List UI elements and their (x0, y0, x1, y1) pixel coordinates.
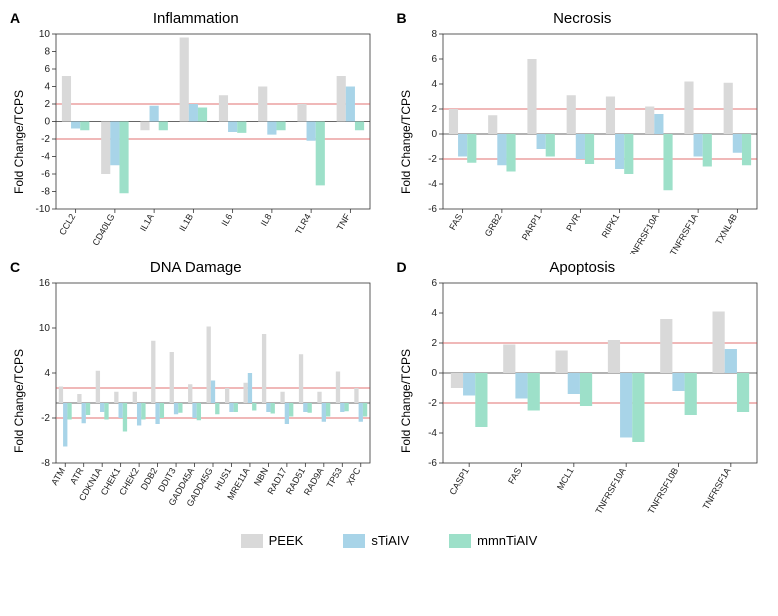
y-axis-label: Fold Change/TCPS (397, 29, 415, 254)
svg-text:6: 6 (431, 54, 437, 65)
svg-text:-4: -4 (428, 428, 437, 439)
svg-text:IL1A: IL1A (138, 212, 156, 233)
svg-text:TLR4: TLR4 (293, 212, 313, 236)
y-axis-label: Fold Change/TCPS (10, 278, 28, 523)
svg-text:16: 16 (39, 278, 51, 289)
svg-text:-4: -4 (41, 152, 50, 163)
svg-text:-6: -6 (41, 169, 50, 180)
legend-item-peek: PEEK (241, 533, 304, 548)
panel-C: C DNA Damage Fold Change/TCPS -8 -2 4 10 16 A… (10, 259, 382, 523)
svg-text:TNFRSF1A: TNFRSF1A (700, 466, 732, 511)
svg-text:2: 2 (431, 104, 437, 115)
svg-text:RIPK1: RIPK1 (599, 212, 621, 240)
svg-text:CD40LG: CD40LG (90, 212, 116, 247)
svg-text:PARP1: PARP1 (519, 212, 542, 242)
svg-text:CCL2: CCL2 (57, 212, 77, 237)
svg-text:-6: -6 (428, 458, 437, 469)
svg-text:FAS: FAS (506, 466, 523, 486)
svg-text:4: 4 (431, 79, 437, 90)
svg-text:MCL1: MCL1 (554, 466, 575, 492)
legend-item-mmn: mmnTiAIV (449, 533, 537, 548)
svg-text:-10: -10 (36, 204, 51, 215)
svg-text:10: 10 (39, 29, 51, 40)
svg-text:6: 6 (44, 64, 50, 75)
chart-svg-C: -8-241016ATMATRCDKN1ACHEK1CHEK2DDB2DDIT3… (28, 278, 378, 523)
svg-text:0: 0 (44, 117, 50, 128)
svg-text:6: 6 (431, 278, 437, 289)
svg-text:10: 10 (39, 323, 51, 334)
legend-label: mmnTiAIV (477, 533, 537, 548)
panel-title: Apoptosis (397, 259, 769, 276)
svg-text:ATR: ATR (68, 466, 86, 486)
svg-text:TP53: TP53 (325, 466, 344, 490)
panel-title: DNA Damage (10, 259, 382, 276)
chart-svg-A: -10 -8 -6 -4 -2 0 2 4 6 8 10 CCL2 CD40LG IL1A IL1B IL6 I… (28, 29, 378, 254)
panel-letter: A (10, 10, 20, 26)
svg-text:-4: -4 (428, 179, 437, 190)
svg-text:-6: -6 (428, 204, 437, 215)
svg-text:8: 8 (431, 29, 437, 40)
svg-text:-8: -8 (41, 458, 50, 469)
swatch-peek (241, 534, 263, 548)
svg-text:4: 4 (431, 308, 437, 319)
svg-text:TXNL4B: TXNL4B (713, 212, 739, 246)
svg-text:XPC: XPC (345, 466, 363, 487)
svg-text:NBN: NBN (252, 466, 270, 487)
legend-label: PEEK (269, 533, 304, 548)
svg-text:ATM: ATM (49, 466, 67, 487)
panel-letter: D (397, 259, 407, 275)
svg-text:GRB2: GRB2 (482, 212, 503, 238)
y-axis-label: Fold Change/TCPS (397, 278, 415, 523)
panel-letter: B (397, 10, 407, 26)
chart-svg-B: -6 -4 -2 0 2 4 6 8 FAS GRB2 PARP1 PVR RIPK1TNFRSF10A… (415, 29, 765, 254)
svg-text:PVR: PVR (564, 212, 582, 233)
svg-text:FAS: FAS (447, 212, 464, 232)
chart-grid: A Inflammation Fold Change/TCPS -10-8-6-… (10, 10, 768, 523)
svg-text:0: 0 (431, 129, 437, 140)
svg-text:8: 8 (44, 47, 50, 58)
svg-text:TNF: TNF (335, 212, 353, 233)
svg-text:TNFRSF10B: TNFRSF10B (645, 466, 679, 516)
legend-item-stiaiv: sTiAIV (343, 533, 409, 548)
swatch-stiaiv (343, 534, 365, 548)
svg-text:2: 2 (431, 338, 437, 349)
svg-text:-2: -2 (428, 154, 437, 165)
svg-text:-2: -2 (428, 398, 437, 409)
legend: PEEK sTiAIV mmnTiAIV (10, 533, 768, 548)
svg-text:-8: -8 (41, 187, 50, 198)
panel-title: Necrosis (397, 10, 769, 27)
legend-label: sTiAIV (371, 533, 409, 548)
svg-text:0: 0 (431, 368, 437, 379)
panel-A: A Inflammation Fold Change/TCPS -10-8-6-… (10, 10, 382, 254)
panel-B: B Necrosis Fold Change/TCPS -6 -4 -2 0 2 4 6 8 F… (397, 10, 769, 254)
svg-text:4: 4 (44, 82, 50, 93)
svg-text:TNFRSF10A: TNFRSF10A (626, 212, 660, 254)
svg-text:-2: -2 (41, 134, 50, 145)
chart-svg-D: -6 -4 -2 0 2 4 6 CASP1 FAS MCL1 TNFRSF10A TNFRSF10B… (415, 278, 765, 523)
svg-text:2: 2 (44, 99, 50, 110)
svg-text:-2: -2 (41, 413, 50, 424)
svg-text:IL6: IL6 (219, 212, 234, 228)
svg-text:CASP1: CASP1 (447, 466, 470, 497)
y-axis-label: Fold Change/TCPS (10, 29, 28, 254)
svg-text:TNFRSF1A: TNFRSF1A (667, 212, 699, 254)
panel-title: Inflammation (10, 10, 382, 27)
svg-text:4: 4 (44, 368, 50, 379)
panel-letter: C (10, 259, 20, 275)
svg-text:IL8: IL8 (259, 212, 274, 228)
swatch-mmn (449, 534, 471, 548)
svg-text:IL1B: IL1B (177, 212, 195, 233)
panel-D: D Apoptosis Fold Change/TCPS -6 -4 -2 0 2 4 6 C… (397, 259, 769, 523)
svg-text:TNFRSF10A: TNFRSF10A (593, 466, 627, 516)
